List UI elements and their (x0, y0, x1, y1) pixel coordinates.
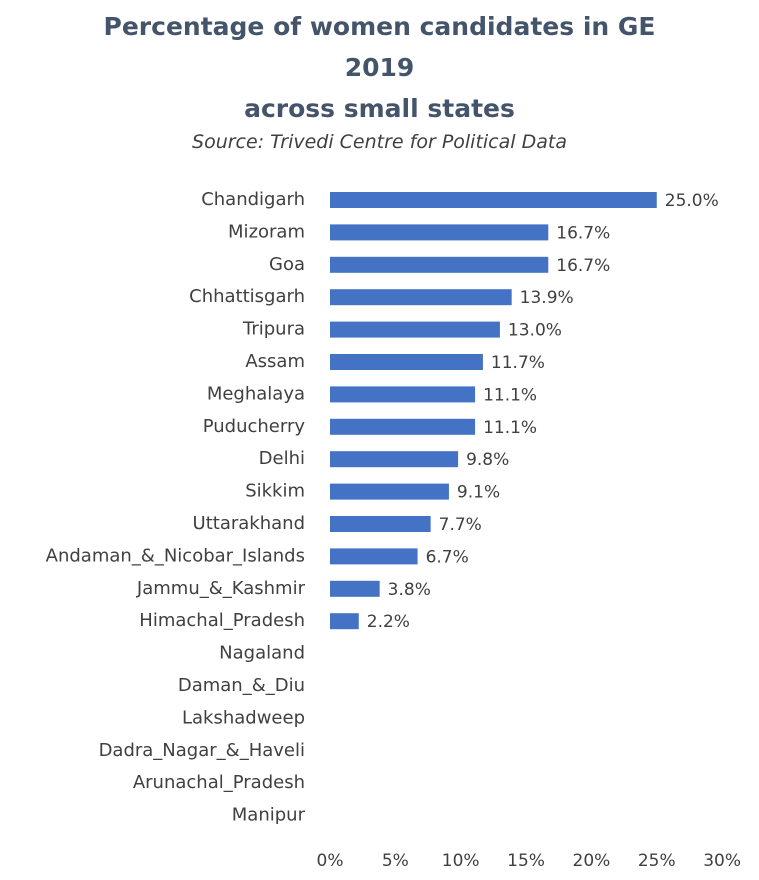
bar (330, 483, 449, 500)
category-label: Uttarakhand (193, 513, 305, 534)
bar (330, 418, 476, 435)
data-label: 7.7% (439, 515, 482, 535)
category-label: Daman_&_Diu (178, 675, 305, 696)
data-label: 11.7% (491, 353, 545, 373)
data-label: 11.1% (483, 418, 537, 438)
x-tick-label: 5% (382, 851, 409, 871)
x-tick-label: 10% (442, 851, 480, 871)
bar (330, 580, 380, 597)
x-tick-label: 25% (638, 851, 676, 871)
chart-title-line-1: Percentage of women candidates in GE (103, 12, 656, 41)
category-label: Andaman_&_Nicobar_Islands (46, 545, 305, 566)
data-label: 13.9% (520, 288, 574, 308)
bar (330, 224, 549, 241)
x-tick-label: 30% (703, 851, 741, 871)
category-label: Sikkim (245, 481, 305, 502)
chart-title-block: Percentage of women candidates in GE 201… (0, 6, 759, 153)
bar (330, 386, 476, 403)
bar (330, 613, 359, 630)
data-label: 11.1% (483, 385, 537, 405)
category-label: Manipur (232, 805, 306, 826)
category-label: Chhattisgarh (189, 286, 305, 307)
bar (330, 516, 431, 532)
data-label: 2.2% (367, 612, 410, 632)
bar (330, 321, 500, 338)
bar (330, 289, 512, 306)
category-label: Delhi (259, 448, 305, 469)
chart-title-line-2: 2019 (344, 53, 415, 82)
data-label: 9.8% (466, 450, 509, 470)
chart-title-line-3: across small states (244, 94, 515, 123)
category-label: Dadra_Nagar_&_Haveli (99, 740, 305, 761)
data-label: 16.7% (556, 256, 610, 276)
category-label: Lakshadweep (182, 707, 305, 728)
data-label: 6.7% (426, 547, 469, 567)
bar (330, 548, 418, 565)
x-tick-label: 15% (507, 851, 545, 871)
data-label: 13.0% (508, 321, 562, 341)
category-label: Jammu_&_Kashmir (136, 578, 306, 599)
bar (330, 256, 549, 273)
bar (330, 451, 459, 468)
data-label: 16.7% (556, 223, 610, 243)
data-label: 3.8% (388, 580, 431, 600)
data-label: 9.1% (457, 483, 500, 503)
category-label: Nagaland (219, 643, 305, 664)
bar (330, 354, 483, 370)
bar (330, 192, 657, 208)
category-label: Puducherry (203, 416, 306, 437)
category-label: Assam (245, 351, 305, 372)
category-label: Arunachal_Pradesh (133, 772, 305, 793)
data-label: 25.0% (665, 191, 719, 211)
category-label: Goa (269, 254, 305, 275)
x-tick-label: 20% (573, 851, 611, 871)
category-label: Meghalaya (207, 383, 305, 404)
x-tick-label: 0% (317, 851, 344, 871)
category-label: Chandigarh (201, 189, 305, 210)
category-label: Himachal_Pradesh (139, 610, 305, 631)
category-label: Mizoram (228, 221, 305, 242)
chart-subtitle: Source: Trivedi Centre for Political Dat… (192, 131, 567, 153)
category-label: Tripura (242, 319, 305, 340)
